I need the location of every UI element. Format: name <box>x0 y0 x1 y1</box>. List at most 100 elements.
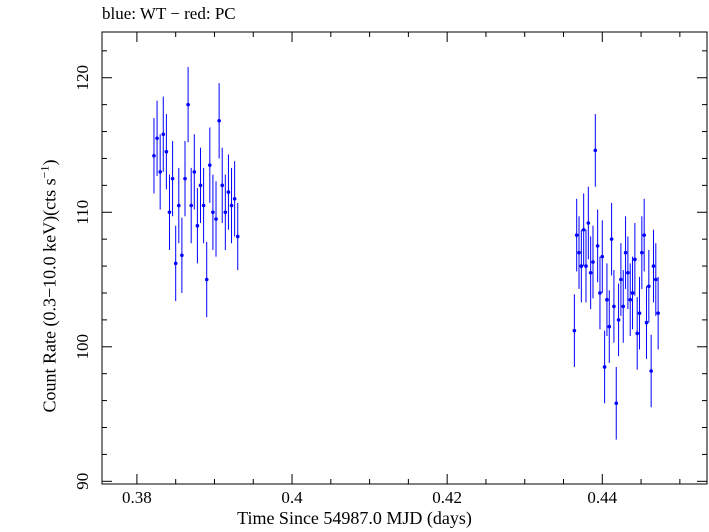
point-marker <box>167 210 172 215</box>
data-point <box>183 140 187 217</box>
data-point <box>158 134 162 210</box>
point-marker <box>574 233 579 237</box>
point-marker <box>588 270 593 275</box>
data-point <box>195 188 200 264</box>
data-point <box>192 134 197 210</box>
point-marker <box>198 183 203 188</box>
point-marker <box>152 153 156 158</box>
point-marker <box>598 291 602 295</box>
point-marker <box>204 277 209 282</box>
point-marker <box>605 297 609 302</box>
data-point <box>651 229 656 303</box>
point-marker <box>586 221 591 225</box>
point-marker <box>211 210 215 215</box>
data-point <box>201 167 206 244</box>
point-marker <box>180 253 184 258</box>
point-marker <box>584 264 588 268</box>
data-point <box>605 263 609 337</box>
data-point <box>229 167 234 244</box>
point-marker <box>176 203 181 208</box>
data-point <box>214 181 218 257</box>
data-point <box>593 114 598 187</box>
data-point <box>654 243 658 316</box>
data-point <box>619 243 623 316</box>
y-axis-label: Count Rate (0.3−10.0 keV)(cts s−1) <box>38 160 61 413</box>
point-marker <box>614 401 619 406</box>
point-marker <box>229 203 234 208</box>
data-point <box>656 276 660 350</box>
point-marker <box>186 102 190 107</box>
data-point <box>609 202 614 276</box>
point-marker <box>217 118 221 123</box>
point-marker <box>635 331 639 336</box>
point-marker <box>644 320 649 325</box>
point-marker <box>223 210 228 215</box>
data-point <box>164 114 169 190</box>
point-marker <box>161 132 166 137</box>
point-marker <box>633 257 637 262</box>
data-point <box>598 256 602 330</box>
data-point <box>628 263 633 337</box>
data-point <box>232 161 237 237</box>
point-marker <box>654 277 658 282</box>
point-marker <box>612 304 616 309</box>
point-marker <box>208 163 212 167</box>
point-marker <box>189 203 193 208</box>
data-point <box>198 147 203 224</box>
data-point <box>180 217 184 293</box>
point-marker <box>155 136 159 141</box>
point-marker <box>642 233 646 237</box>
data-point <box>612 270 616 343</box>
point-marker <box>595 244 600 248</box>
point-marker <box>201 203 206 208</box>
data-point <box>167 174 172 250</box>
data-point <box>176 167 181 244</box>
point-marker <box>579 264 584 268</box>
data-point <box>591 225 595 299</box>
data-point <box>173 225 178 302</box>
data-point <box>588 236 593 310</box>
axis-ticks: 0.38 0.4 0.42 0.44 90 100 110 120 <box>73 32 707 507</box>
data-point <box>649 334 653 408</box>
point-marker <box>630 291 635 295</box>
point-marker <box>158 170 162 174</box>
point-marker <box>226 190 231 194</box>
point-marker <box>164 149 169 154</box>
point-marker <box>600 254 605 259</box>
y-tick-label: 90 <box>73 473 92 490</box>
point-marker <box>623 250 628 255</box>
point-marker <box>581 227 586 232</box>
data-point <box>204 241 209 318</box>
data-point <box>581 193 586 267</box>
point-marker <box>232 197 237 201</box>
x-tick-label: 0.4 <box>281 488 303 507</box>
point-marker <box>170 176 175 181</box>
y-axis-label-close: ) <box>39 159 60 166</box>
point-marker <box>572 328 577 333</box>
data-point <box>223 174 228 250</box>
data-point <box>161 96 166 172</box>
data-point <box>647 249 651 323</box>
data-point <box>572 294 577 367</box>
data-series <box>152 66 660 440</box>
data-point <box>637 276 642 350</box>
data-point <box>226 154 231 230</box>
y-tick-label: 100 <box>73 334 92 360</box>
data-point <box>640 216 644 289</box>
data-point <box>635 297 639 370</box>
data-point <box>152 118 156 194</box>
data-point <box>217 83 221 159</box>
data-point <box>211 174 215 250</box>
y-axis-label-main: Count Rate (0.3−10.0 keV)(cts s <box>39 178 60 413</box>
point-marker <box>192 170 197 174</box>
data-point <box>633 223 637 296</box>
point-marker <box>591 260 595 264</box>
data-point <box>607 290 612 363</box>
point-marker <box>626 270 630 275</box>
point-marker <box>637 311 642 315</box>
plot-frame <box>101 31 708 485</box>
point-marker <box>640 250 644 255</box>
data-point <box>623 216 628 289</box>
data-point <box>616 283 621 357</box>
data-point <box>170 140 175 217</box>
